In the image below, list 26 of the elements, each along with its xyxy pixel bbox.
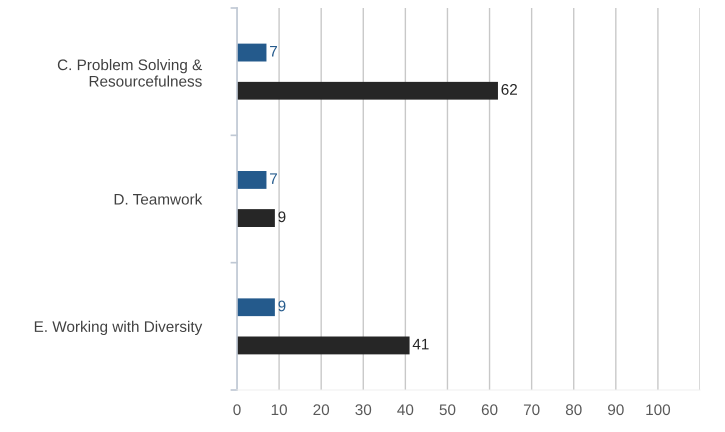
bar [237,170,266,189]
y-tick-label: E. Working with Diversity [34,320,202,336]
bar [237,82,498,100]
x-tick-label: 40 [397,404,414,416]
y-tick-label: C. Problem Solving & Resourcefulness [58,59,202,87]
y-tick-label: D. Teamwork [114,193,202,205]
data-label: 41 [412,338,429,350]
bar [237,44,266,62]
data-label: 9 [278,300,286,312]
x-tick-label: 30 [355,404,372,416]
bar [237,298,275,316]
x-tick-label: 80 [566,404,582,416]
x-tick-label: 20 [313,404,330,416]
data-label: 62 [502,84,517,95]
bar [237,336,410,354]
x-tick-label: 70 [524,404,540,416]
x-tick-label: 50 [440,404,456,416]
x-tick-label: 90 [608,404,624,416]
x-tick-label: 100 [646,404,670,416]
bar [237,209,275,228]
data-label: 9 [278,211,286,222]
x-tick-label: 0 [233,404,241,416]
x-tick-label: 60 [482,404,498,416]
data-label: 7 [270,46,277,57]
data-label: 7 [270,173,277,184]
x-tick-label: 10 [272,404,287,416]
